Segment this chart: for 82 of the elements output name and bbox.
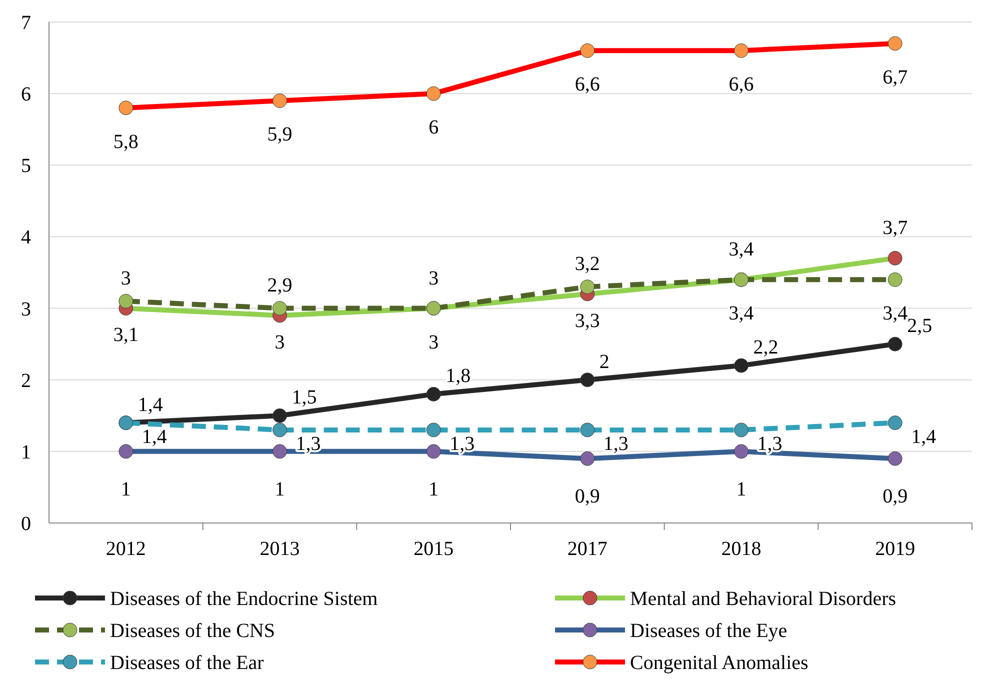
data-label: 1,4: [138, 394, 163, 416]
point: [118, 444, 134, 459]
data-label: 6,6: [574, 74, 600, 96]
data-label: 3: [428, 267, 439, 290]
data-label: 6,6: [728, 74, 754, 96]
point: [272, 408, 287, 423]
data-label: 5,9: [267, 124, 292, 146]
point: [272, 444, 287, 459]
point: [118, 294, 134, 308]
point: [580, 422, 595, 438]
point: [888, 416, 902, 430]
y-tick-label: 0: [21, 513, 31, 535]
y-tick-label: 1: [21, 441, 31, 464]
legend-label: Mental and Behavioral Disorders: [630, 588, 896, 610]
data-label: 1: [274, 478, 285, 500]
legend-label: Diseases of the CNS: [110, 620, 275, 642]
point: [426, 444, 441, 459]
data-label: 1,3: [450, 432, 475, 455]
data-label: 2,2: [753, 336, 778, 359]
data-label: 3,3: [574, 310, 600, 332]
point: [734, 43, 748, 58]
point: [580, 372, 595, 388]
legend-label: Diseases of the Endocrine Sistem: [110, 588, 378, 610]
data-label: 2,9: [267, 274, 292, 296]
y-tick-label: 5: [21, 155, 31, 178]
data-label: 1,3: [757, 432, 782, 455]
point: [580, 43, 595, 58]
point: [272, 301, 287, 316]
data-label: 6,7: [882, 66, 908, 88]
x-tick-label: 2018: [721, 538, 762, 560]
data-label: 1: [736, 478, 746, 500]
point: [272, 93, 287, 108]
x-tick-label: 2017: [567, 538, 608, 560]
x-tick-label: 2019: [875, 538, 916, 560]
point: [426, 86, 441, 101]
point: [888, 336, 902, 352]
data-label: 3,2: [574, 252, 600, 275]
legend-label: Diseases of the Eye: [630, 620, 788, 642]
data-label: 1: [428, 478, 439, 500]
point: [734, 422, 748, 438]
point: [734, 358, 748, 373]
point: [118, 100, 134, 116]
data-label: 2,5: [907, 315, 932, 338]
data-label: 1,8: [446, 365, 471, 388]
y-tick-label: 2: [21, 370, 31, 392]
data-label: 2: [599, 350, 610, 373]
point: [734, 444, 748, 459]
x-tick-label: 2013: [260, 538, 300, 560]
data-label: 3: [274, 331, 285, 354]
point: [888, 36, 902, 51]
data-label: 3: [120, 267, 131, 290]
y-tick-label: 6: [21, 84, 31, 106]
data-label: 1,3: [603, 432, 628, 455]
data-label: 0,9: [882, 486, 908, 508]
data-label: 5,8: [113, 130, 138, 153]
data-label: 1,4: [142, 426, 167, 448]
point: [426, 422, 441, 438]
y-tick-label: 7: [21, 12, 31, 34]
legend-label: Congenital Anomalies: [630, 652, 809, 674]
point: [580, 280, 595, 294]
data-label: 3: [428, 331, 439, 354]
y-tick-label: 4: [21, 226, 31, 249]
point: [272, 422, 287, 438]
data-label: 0,9: [574, 486, 600, 508]
data-label: 3,7: [882, 217, 908, 240]
point: [426, 386, 441, 402]
data-label: 1,5: [292, 386, 317, 409]
data-label: 3,4: [882, 302, 908, 325]
legend-label: Diseases of the Ear: [110, 652, 264, 674]
data-label: 3,4: [728, 238, 754, 261]
x-tick-label: 2012: [106, 538, 146, 560]
data-label: 3,1: [113, 324, 138, 346]
point: [580, 451, 595, 466]
x-tick-label: 2015: [414, 538, 454, 560]
point: [888, 250, 902, 266]
y-tick-label: 3: [21, 298, 31, 320]
point: [888, 451, 902, 466]
point: [888, 272, 902, 287]
data-label: 3,4: [728, 302, 754, 325]
data-label: 6: [428, 116, 439, 139]
data-label: 1,4: [911, 426, 936, 448]
data-label: 1: [120, 478, 131, 500]
